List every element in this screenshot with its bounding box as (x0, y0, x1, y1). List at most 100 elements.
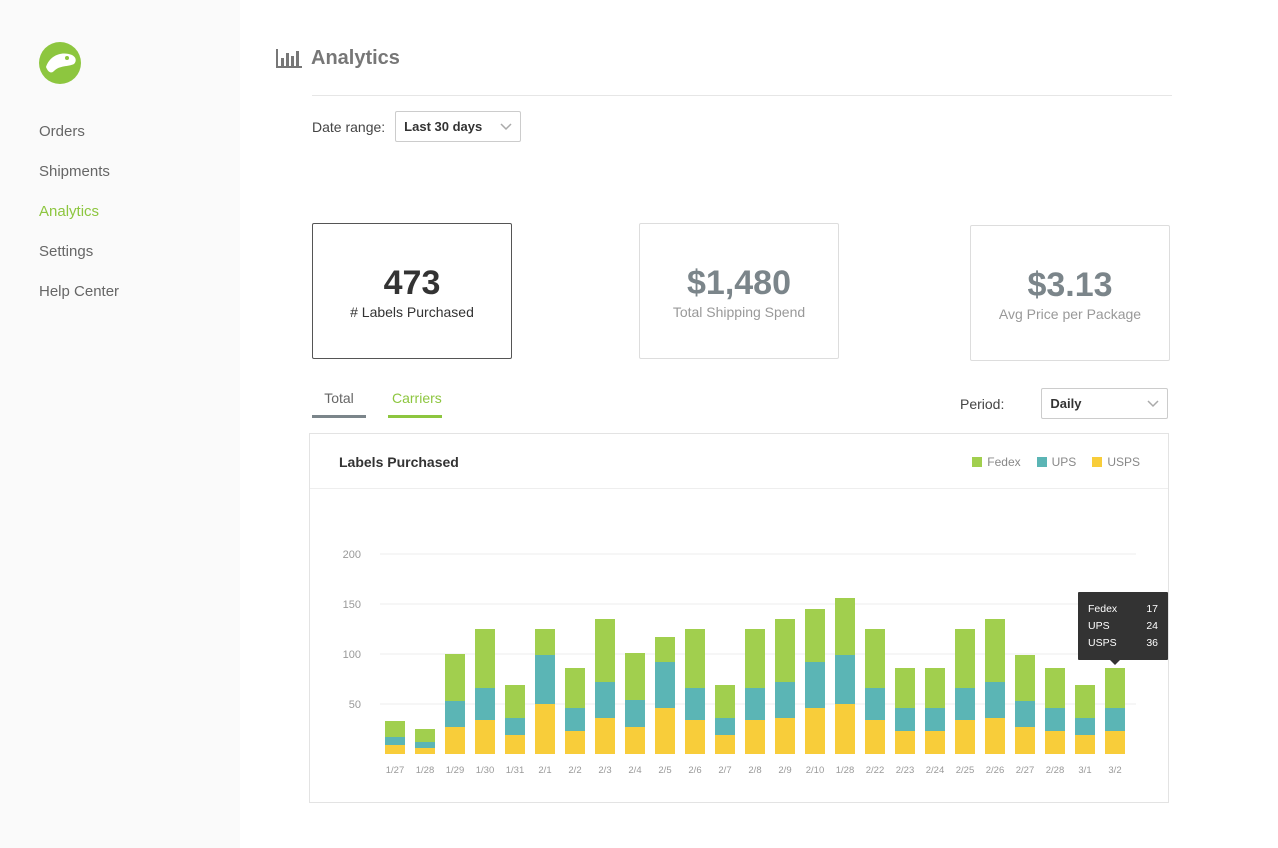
chart-tabs: Total Carriers (312, 388, 464, 418)
bar-segment-usps (1105, 731, 1125, 754)
x-tick-label: 2/1 (538, 765, 551, 776)
bar-segment-fedex (715, 685, 735, 718)
bar-segment-fedex (1075, 685, 1095, 718)
tooltip-label: USPS (1088, 637, 1117, 649)
chart-panel: Labels Purchased Fedex UPS USPS 50 100 150… (309, 433, 1169, 803)
sidebar: Orders Shipments Analytics Settings Help… (0, 0, 240, 848)
legend-item-ups[interactable]: UPS (1036, 455, 1077, 469)
x-tick-label: 3/2 (1108, 765, 1121, 776)
tooltip-value: 17 (1146, 603, 1158, 615)
bar-segment-usps (805, 708, 825, 754)
bar-segment-usps (655, 708, 675, 754)
bar-segment-fedex (985, 619, 1005, 682)
sidebar-item-shipments[interactable]: Shipments (39, 163, 110, 180)
x-tick-label: 2/9 (778, 765, 791, 776)
bar-segment-fedex (565, 668, 585, 708)
bar-segment-fedex (535, 629, 555, 655)
tooltip-box (1078, 592, 1168, 660)
bar-segment-fedex (625, 653, 645, 700)
legend-item-usps[interactable]: USPS (1092, 455, 1140, 469)
x-tick-label: 1/29 (446, 765, 465, 776)
tooltip-label: Fedex (1088, 603, 1118, 615)
legend-swatch-fedex (972, 457, 983, 467)
period-select[interactable]: Daily (1041, 388, 1169, 419)
bar-segment-fedex (955, 629, 975, 688)
bar-segment-usps (925, 731, 945, 754)
x-tick-label: 2/24 (926, 765, 945, 776)
tooltip-arrow (1110, 660, 1120, 665)
x-tick-label: 2/10 (806, 765, 825, 776)
x-tick-label: 2/25 (956, 765, 975, 776)
main-content: Analytics Date range: Last 30 days 473 #… (240, 0, 1278, 848)
chart-title: Labels Purchased (339, 454, 459, 470)
bar-chart-icon (276, 49, 302, 68)
bar-segment-fedex (595, 619, 615, 682)
x-tick-label: 2/2 (568, 765, 581, 776)
stat-card-labels[interactable]: 473 # Labels Purchased (312, 223, 512, 359)
bar-segment-usps (445, 727, 465, 754)
x-tick-label: 1/28 (836, 765, 855, 776)
bar-segment-ups (505, 718, 525, 735)
chart-header: Labels Purchased Fedex UPS USPS (310, 434, 1168, 489)
stat-caption-labels: # Labels Purchased (350, 304, 474, 320)
x-tick-label: 2/3 (598, 765, 611, 776)
stat-card-avg-price[interactable]: $3.13 Avg Price per Package (970, 225, 1170, 361)
bar-segment-usps (415, 748, 435, 754)
x-tick-label: 2/28 (1046, 765, 1065, 776)
bar-segment-ups (805, 662, 825, 708)
x-tick-label: 2/8 (748, 765, 761, 776)
bar-segment-ups (715, 718, 735, 735)
bar-segment-usps (685, 720, 705, 754)
bar-segment-fedex (865, 629, 885, 688)
stat-value-avg-price: $3.13 (1027, 266, 1113, 304)
bar-segment-fedex (1045, 668, 1065, 708)
chart-legend: Fedex UPS USPS (956, 455, 1140, 469)
bar-segment-usps (955, 720, 975, 754)
bar-segment-usps (385, 745, 405, 754)
bar-segment-ups (865, 688, 885, 720)
sidebar-item-settings[interactable]: Settings (39, 243, 94, 260)
sidebar-item-help-center[interactable]: Help Center (39, 283, 120, 300)
bar-segment-usps (745, 720, 765, 754)
bar-segment-ups (385, 737, 405, 745)
legend-swatch-usps (1092, 457, 1103, 467)
tab-total[interactable]: Total (312, 388, 366, 418)
period-row: Period: Daily (960, 388, 1169, 419)
bar-segment-ups (985, 682, 1005, 718)
bar-segment-usps (1045, 731, 1065, 754)
logo-icon[interactable] (38, 41, 82, 85)
x-tick-label: 2/23 (896, 765, 915, 776)
stat-caption-avg-price: Avg Price per Package (998, 306, 1142, 322)
bar-segment-ups (415, 742, 435, 748)
legend-label-ups: UPS (1051, 455, 1077, 469)
bar-segment-fedex (475, 629, 495, 688)
legend-item-fedex[interactable]: Fedex (972, 455, 1021, 469)
stat-value-spend: $1,480 (687, 264, 791, 302)
bar-segment-ups (775, 682, 795, 718)
y-tick-label: 50 (349, 699, 361, 711)
tab-carriers[interactable]: Carriers (388, 388, 442, 418)
bar-segment-fedex (745, 629, 765, 688)
x-tick-label: 1/31 (506, 765, 525, 776)
chevron-down-icon (1147, 399, 1159, 407)
stat-caption-spend: Total Shipping Spend (672, 304, 806, 320)
legend-label-usps: USPS (1107, 455, 1140, 469)
x-tick-label: 2/7 (718, 765, 731, 776)
bar-segment-ups (1075, 718, 1095, 735)
bar-segment-ups (595, 682, 615, 718)
bar-segment-usps (715, 735, 735, 754)
bar-segment-fedex (385, 721, 405, 737)
bar-segment-fedex (805, 609, 825, 662)
bar-segment-fedex (445, 654, 465, 701)
bar-segment-ups (1015, 701, 1035, 727)
legend-swatch-ups (1036, 457, 1047, 467)
stat-card-spend[interactable]: $1,480 Total Shipping Spend (639, 223, 839, 359)
bar-segment-ups (745, 688, 765, 720)
x-tick-label: 3/1 (1078, 765, 1091, 776)
bar-segment-usps (835, 704, 855, 754)
bar-segment-ups (925, 708, 945, 731)
sidebar-item-analytics[interactable]: Analytics (39, 203, 100, 220)
sidebar-item-orders[interactable]: Orders (39, 123, 85, 140)
date-range-select[interactable]: Last 30 days (395, 111, 522, 142)
stat-value-labels: 473 (383, 264, 441, 302)
